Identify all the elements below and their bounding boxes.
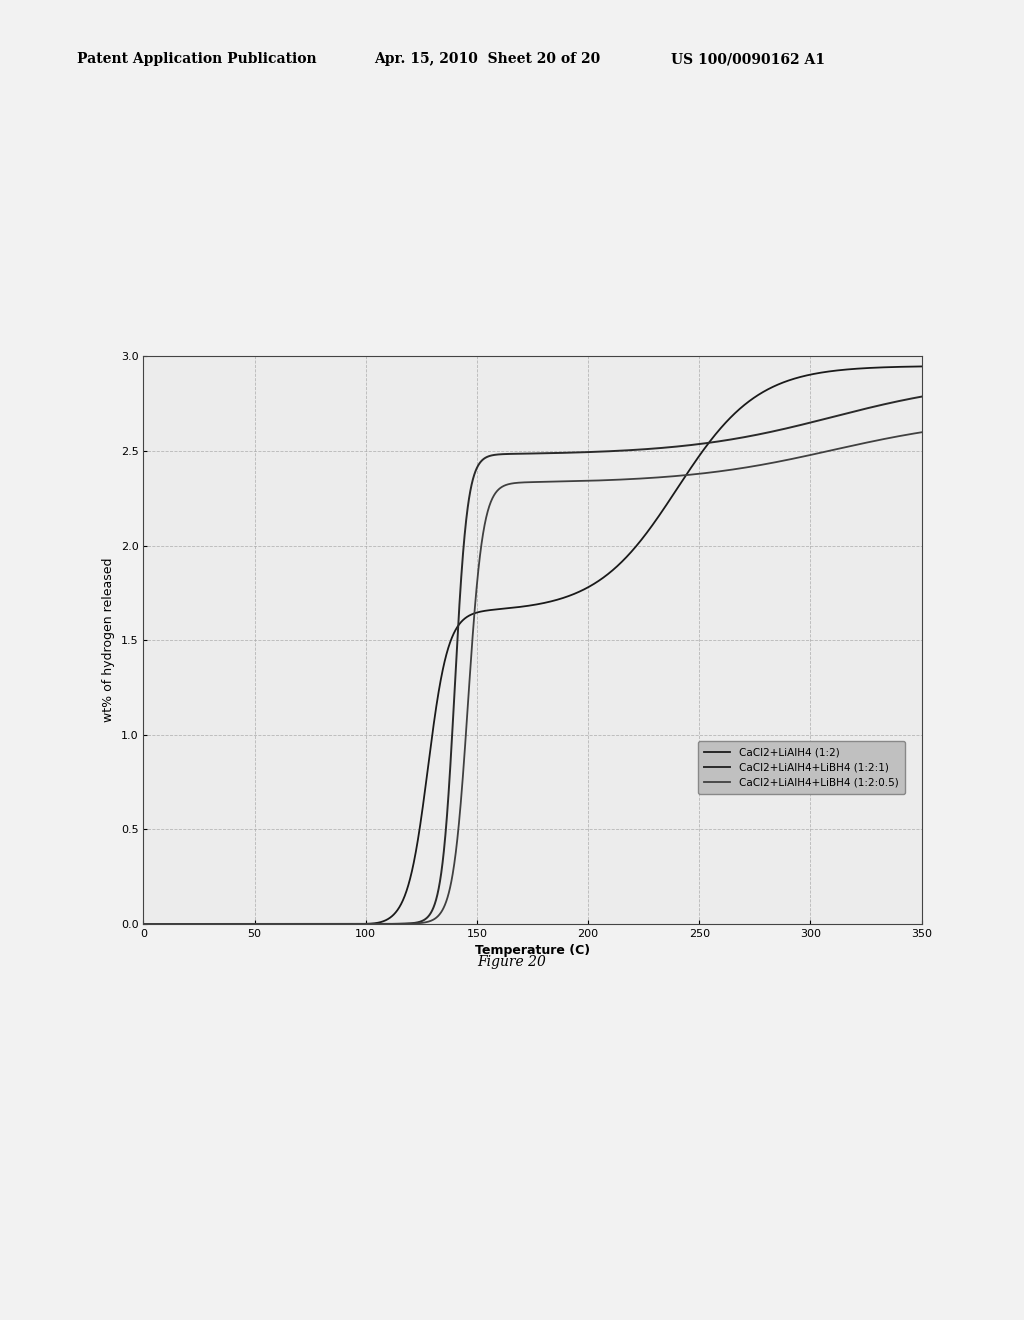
- Text: Patent Application Publication: Patent Application Publication: [77, 53, 316, 66]
- Text: Figure 20: Figure 20: [477, 956, 547, 969]
- Text: Apr. 15, 2010  Sheet 20 of 20: Apr. 15, 2010 Sheet 20 of 20: [374, 53, 600, 66]
- Legend: CaCl2+LiAlH4 (1:2), CaCl2+LiAlH4+LiBH4 (1:2:1), CaCl2+LiAlH4+LiBH4 (1:2:0.5): CaCl2+LiAlH4 (1:2), CaCl2+LiAlH4+LiBH4 (…: [698, 741, 905, 793]
- X-axis label: Temperature (C): Temperature (C): [475, 944, 590, 957]
- Y-axis label: wt% of hydrogen released: wt% of hydrogen released: [102, 558, 115, 722]
- Text: US 100/0090162 A1: US 100/0090162 A1: [671, 53, 824, 66]
